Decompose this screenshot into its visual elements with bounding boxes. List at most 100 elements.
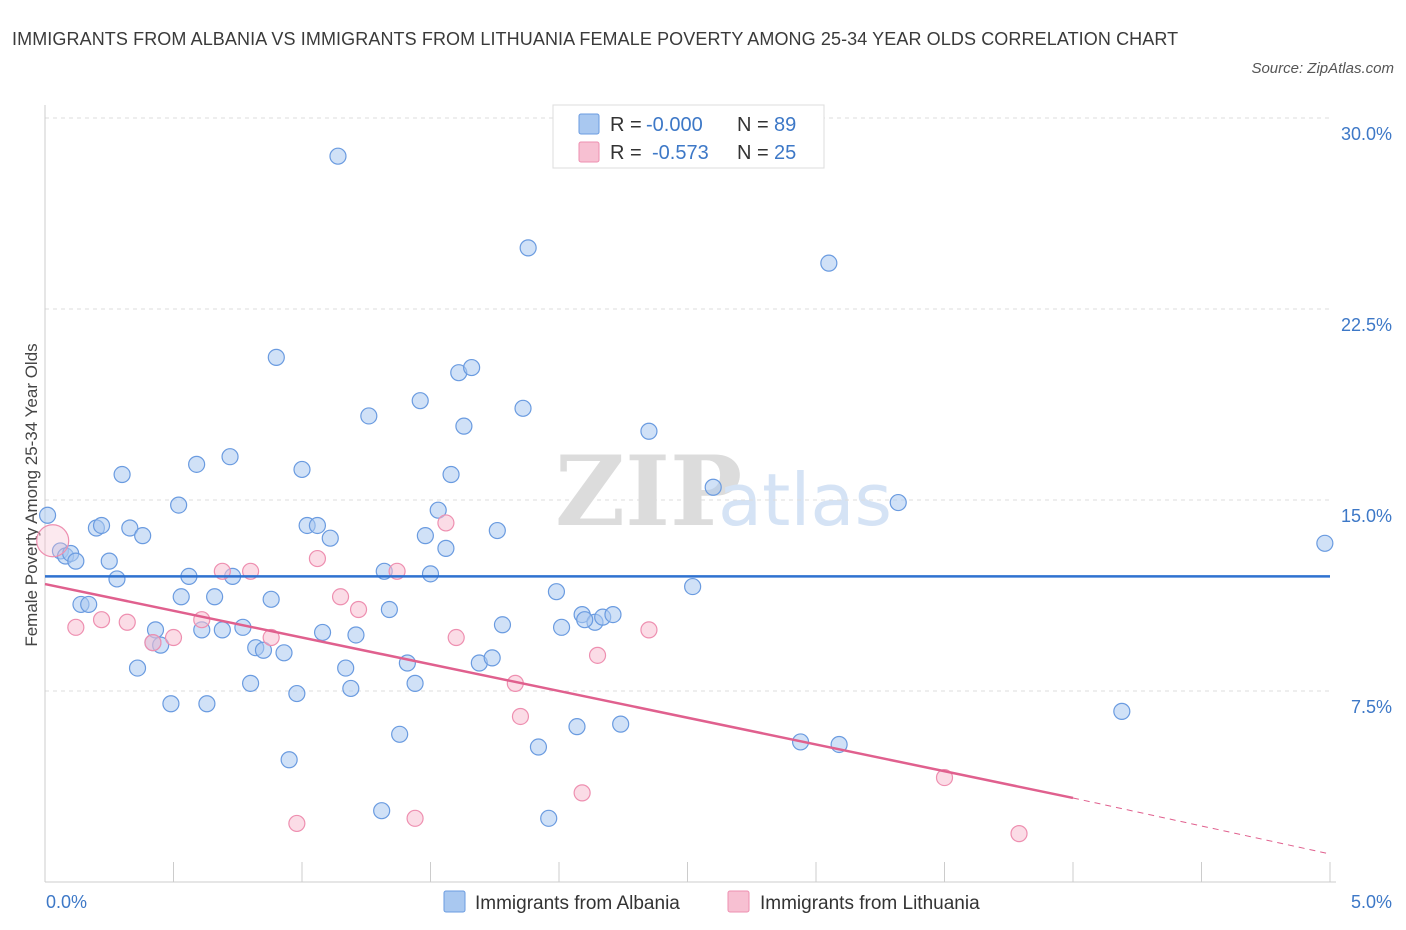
trend-lines bbox=[44, 575, 1331, 855]
albania-point bbox=[242, 674, 260, 692]
albania-point bbox=[437, 539, 455, 557]
albania-point bbox=[108, 570, 126, 588]
albania-r-label: R = bbox=[610, 114, 642, 136]
albania-point bbox=[92, 516, 111, 535]
lithuania-points bbox=[36, 514, 1028, 843]
albania-point bbox=[704, 478, 722, 496]
albania-point bbox=[162, 695, 180, 713]
albania-point bbox=[288, 684, 306, 703]
albania-point bbox=[170, 496, 188, 514]
lithuania-point bbox=[588, 646, 607, 664]
albania-point bbox=[213, 621, 231, 639]
albania-point bbox=[254, 641, 273, 659]
lithuania-point bbox=[573, 784, 591, 802]
albania-point bbox=[391, 725, 409, 743]
lithuania-n-label: N = bbox=[737, 142, 769, 164]
lithuania-point bbox=[331, 588, 350, 606]
stats-legend: R = -0.000 N = 89 R = -0.573 N = 25 bbox=[552, 104, 825, 169]
albania-point bbox=[552, 618, 571, 636]
albania-point bbox=[121, 519, 139, 537]
albania-point bbox=[411, 392, 429, 410]
albania-point bbox=[604, 605, 622, 624]
x-tick-label-1: 5.0% bbox=[1351, 892, 1392, 912]
lithuania-point bbox=[118, 613, 136, 631]
lithuania-point bbox=[144, 634, 162, 652]
albania-point bbox=[67, 552, 85, 570]
albania-legend-swatch bbox=[578, 113, 600, 135]
albania-point bbox=[820, 254, 838, 272]
albania-n-label: N = bbox=[737, 114, 769, 136]
albania-point bbox=[416, 527, 434, 545]
lithuania-point bbox=[511, 707, 530, 726]
albania-point bbox=[493, 616, 512, 634]
albania-point bbox=[188, 455, 206, 473]
albania-point bbox=[380, 600, 398, 619]
lithuania-n-value: 25 bbox=[774, 142, 796, 164]
albania-point bbox=[442, 465, 460, 484]
albania-point bbox=[80, 595, 98, 614]
albania-point bbox=[406, 674, 424, 692]
albania-point bbox=[483, 649, 501, 667]
albania-point bbox=[206, 588, 224, 606]
watermark: ZIP atlas bbox=[555, 435, 892, 548]
grid-lines bbox=[45, 117, 1330, 692]
lithuania-point bbox=[288, 814, 306, 833]
albania-point bbox=[321, 529, 339, 547]
chart-title: IMMIGRANTS FROM ALBANIA VS IMMIGRANTS FR… bbox=[12, 29, 1179, 49]
lithuania-point bbox=[447, 628, 465, 647]
lithuania-point bbox=[406, 809, 424, 827]
y-tick-label-2: 22.5% bbox=[1341, 315, 1392, 335]
y-tick-label-3: 30.0% bbox=[1341, 124, 1392, 144]
albania-point bbox=[463, 358, 481, 377]
albania-point bbox=[267, 348, 285, 366]
albania-n-value: 89 bbox=[774, 114, 796, 136]
lithuania-point bbox=[935, 768, 954, 787]
albania-point bbox=[640, 422, 658, 440]
albania-point bbox=[313, 623, 332, 642]
albania-point bbox=[198, 695, 216, 713]
lithuania-point bbox=[308, 549, 327, 568]
series-legend: Immigrants from Albania Immigrants from … bbox=[443, 890, 980, 914]
albania-point bbox=[529, 738, 548, 756]
lithuania-trend-extension bbox=[1072, 797, 1331, 855]
albania-point bbox=[429, 501, 447, 519]
lithuania-point bbox=[193, 611, 211, 629]
albania-point bbox=[889, 493, 907, 512]
lithuania-r-value: -0.573 bbox=[652, 142, 709, 164]
albania-point bbox=[172, 588, 190, 606]
albania-point bbox=[576, 611, 594, 629]
y-tick-labels: 7.5% 15.0% 22.5% 30.0% bbox=[1341, 124, 1392, 717]
albania-r-value: -0.000 bbox=[646, 114, 703, 136]
lithuania-point bbox=[36, 524, 70, 558]
albania-point bbox=[329, 147, 347, 165]
albania-point bbox=[221, 448, 239, 466]
y-tick-label-1: 15.0% bbox=[1341, 506, 1392, 526]
x-tick-labels: 0.0% 5.0% bbox=[46, 892, 1392, 912]
albania-series-swatch bbox=[443, 890, 466, 913]
albania-points bbox=[38, 147, 1334, 827]
lithuania-trend-line bbox=[44, 582, 1074, 800]
y-tick-label-0: 7.5% bbox=[1351, 697, 1392, 717]
source-label: Source: ZipAtlas.com bbox=[1251, 60, 1394, 77]
lithuania-series-label: Immigrants from Lithuania bbox=[760, 893, 980, 914]
albania-point bbox=[684, 577, 702, 596]
albania-point bbox=[347, 626, 365, 644]
albania-point bbox=[488, 521, 506, 540]
lithuania-point bbox=[262, 628, 280, 647]
albania-point bbox=[612, 715, 630, 733]
axes bbox=[44, 105, 1336, 883]
albania-point bbox=[293, 460, 311, 479]
albania-point bbox=[373, 802, 391, 820]
albania-point bbox=[337, 659, 355, 677]
albania-point bbox=[113, 465, 131, 484]
albania-point bbox=[100, 552, 118, 570]
albania-point bbox=[262, 590, 280, 608]
albania-point bbox=[540, 809, 558, 827]
albania-point bbox=[360, 407, 378, 425]
lithuania-point bbox=[164, 628, 183, 647]
albania-point bbox=[455, 417, 473, 435]
albania-point bbox=[134, 527, 152, 545]
albania-point bbox=[280, 751, 298, 769]
albania-series-label: Immigrants from Albania bbox=[475, 893, 680, 914]
